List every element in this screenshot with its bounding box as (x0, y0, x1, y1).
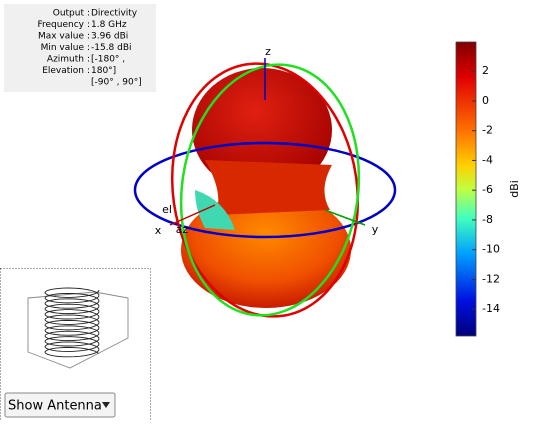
info-value: 1.8 GHz (91, 20, 127, 30)
colorbar-tick-label: -6 (482, 183, 493, 196)
colorbar-tick-label: -2 (482, 124, 493, 137)
y-axis (324, 209, 366, 226)
colorbar-tick-label: -8 (482, 213, 493, 226)
antenna-panel (0, 268, 151, 424)
antenna-dropdown[interactable] (4, 392, 116, 418)
info-key: Min value (41, 43, 85, 53)
info-colon: : (87, 9, 90, 19)
helix-icon (27, 287, 129, 369)
info-value: 3.96 dBi (91, 32, 128, 42)
x-axis (169, 204, 216, 226)
info-value: [-180° , (91, 55, 125, 65)
dropdown-arrow (102, 402, 110, 408)
info-value: 180°] (91, 66, 116, 76)
axis-label: el (162, 203, 172, 216)
colorbar-tick-label: -12 (482, 272, 500, 285)
colorbar-tick-label: -14 (482, 302, 500, 315)
colorbar (455, 41, 477, 337)
axis-label: x (155, 224, 162, 237)
info-colon: : (87, 66, 90, 76)
colorbar-tick-label: 0 (482, 94, 489, 107)
info-colon: : (87, 55, 90, 65)
info-colon: : (87, 32, 90, 42)
info-colon: : (87, 43, 90, 53)
info-colon: : (87, 20, 90, 30)
pattern-null (195, 190, 235, 230)
info-key: Max value (38, 32, 85, 42)
info-key: Output (53, 9, 85, 19)
info-value: Directivity (91, 9, 138, 19)
info-key: Elevation (42, 66, 84, 76)
colorbar-tick-label: -10 (482, 243, 500, 256)
info-extra: [-90° , 90°] (91, 78, 142, 88)
colorbar-ticks: 2 0 -2 -4 -6 -8 -10 -12 -14 (472, 64, 500, 315)
axis-label: az (176, 223, 189, 236)
pattern-waist (205, 160, 332, 215)
colorbar-label: dBi (508, 180, 521, 198)
info-key: Azimuth (47, 55, 84, 65)
axis-label: z (265, 45, 271, 58)
colorbar-tick-label: 2 (482, 64, 489, 77)
colorbar-tick-label: -4 (482, 153, 493, 166)
elevation-cut (170, 62, 360, 318)
info-key: Frequency (38, 20, 85, 30)
axis-label: y (372, 223, 379, 236)
dropdown-label: Show Antenna (8, 399, 102, 414)
elevation-cut-2 (179, 63, 361, 317)
azimuth-cut (133, 141, 397, 239)
info-value: -15.8 dBi (91, 43, 132, 53)
info-background (4, 4, 156, 92)
